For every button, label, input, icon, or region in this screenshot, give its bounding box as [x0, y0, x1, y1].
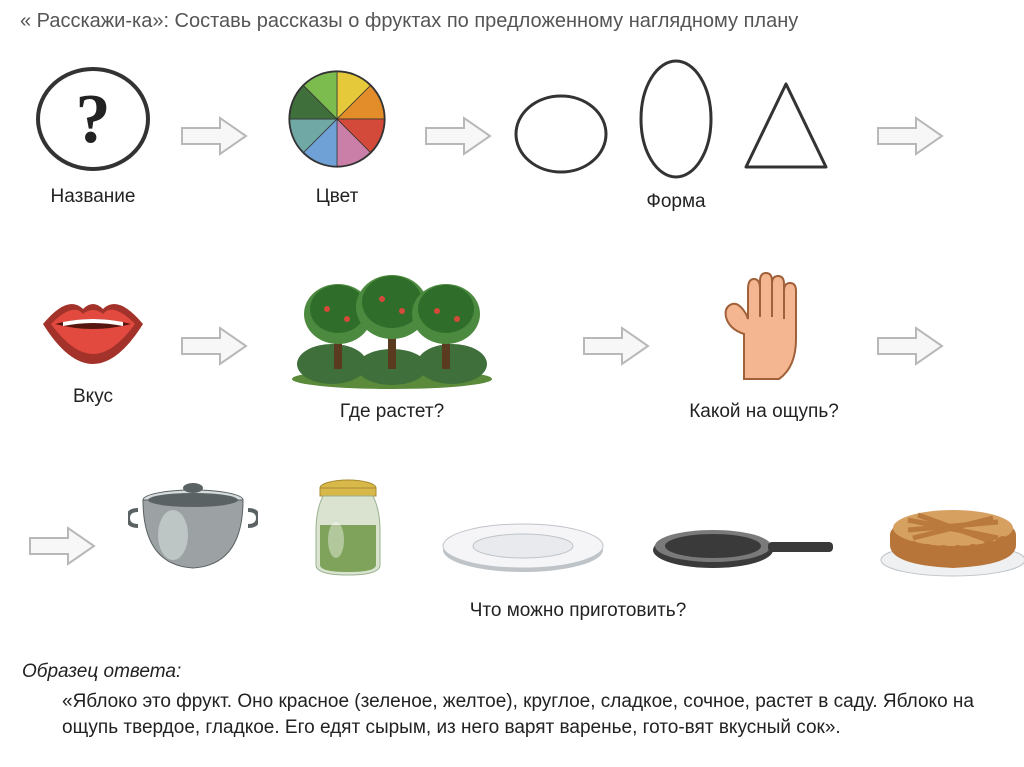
color-label: Цвет	[316, 186, 359, 208]
hand-icon	[704, 269, 824, 389]
answer-body: «Яблоко это фрукт. Оно красное (зеленое,…	[22, 689, 1002, 740]
arrow-icon	[180, 324, 250, 368]
arrow-icon	[180, 114, 250, 158]
page-title: « Расскажи-ка»: Составь рассказы о фрукт…	[20, 10, 1006, 33]
pot-icon	[128, 470, 258, 580]
arrow-icon	[28, 524, 98, 568]
arrow-icon	[424, 114, 494, 158]
cook-label: Что можно приготовить?	[470, 600, 687, 622]
answer-heading: Образец ответа:	[22, 661, 1002, 683]
pie-icon	[878, 490, 1024, 580]
answer-example: Образец ответа: «Яблоко это фрукт. Оно к…	[18, 661, 1006, 740]
lips-icon	[33, 284, 153, 374]
plate-icon	[438, 510, 608, 580]
color-wheel-icon	[277, 64, 397, 174]
item-cook: Что можно приготовить?	[128, 470, 1024, 622]
grows-label: Где растет?	[340, 401, 444, 423]
touch-label: Какой на ощупь?	[689, 401, 839, 423]
taste-label: Вкус	[73, 386, 113, 408]
arrow-icon	[582, 324, 652, 368]
jar-icon	[298, 470, 398, 580]
shape-label: Форма	[646, 191, 705, 213]
question-mark-icon: ?	[28, 64, 158, 174]
svg-text:?: ?	[76, 81, 111, 158]
item-color: Цвет	[262, 64, 412, 208]
item-taste: Вкус	[18, 284, 168, 408]
arrow-icon	[876, 324, 946, 368]
row-3: Что можно приготовить?	[18, 461, 1006, 631]
name-label: Название	[51, 186, 136, 208]
shapes-icon	[506, 59, 846, 179]
arrow-icon	[876, 114, 946, 158]
item-grows: Где растет?	[262, 269, 522, 423]
item-touch: Какой на ощупь?	[664, 269, 864, 423]
row-2: Вкус	[18, 261, 1006, 431]
item-name: ? Название	[18, 64, 168, 208]
row-1: ? Название	[18, 51, 1006, 221]
item-shape: Форма	[506, 59, 846, 213]
frying-pan-icon	[648, 510, 838, 580]
trees-icon	[282, 269, 502, 389]
